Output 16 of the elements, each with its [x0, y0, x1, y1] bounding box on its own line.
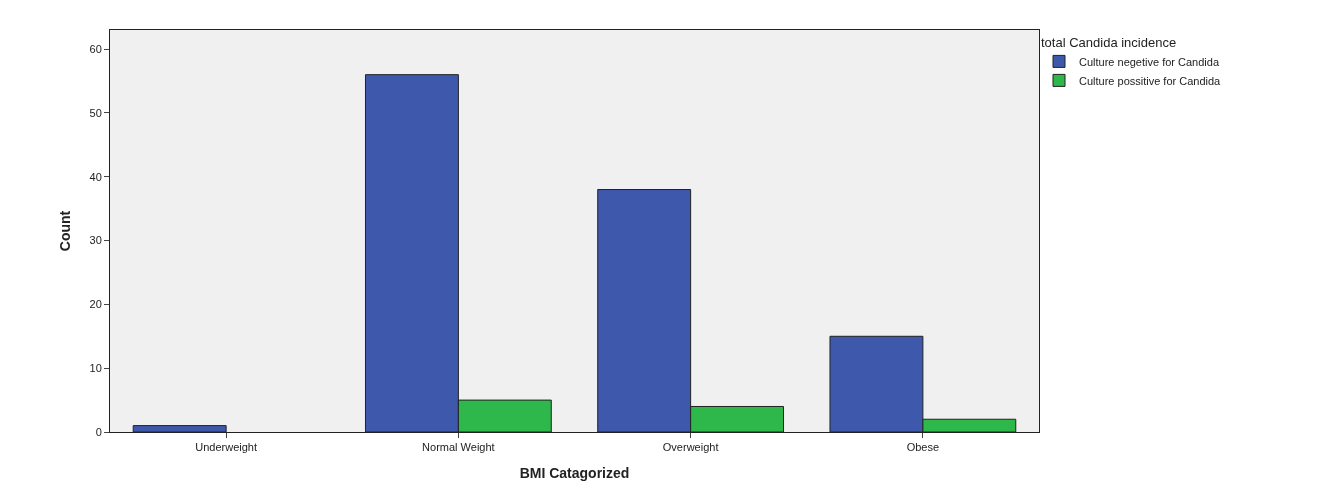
legend-title: total Candida incidence	[1041, 34, 1177, 50]
y-axis-title: Count	[57, 210, 74, 252]
x-tick-label: Overweight	[662, 441, 719, 454]
x-tick-label: Obese	[906, 441, 940, 454]
legend-label: Culture negetive for Candida	[1079, 55, 1220, 68]
y-tick-label: 10	[89, 362, 102, 375]
y-tick-label: 50	[89, 106, 102, 119]
x-tick-label: Underweight	[195, 441, 258, 454]
x-tick-label: Normal Weight	[422, 441, 495, 454]
y-tick-label: 20	[89, 298, 102, 311]
y-tick-label: 60	[89, 42, 102, 55]
legend-label: Culture possitive for Candida	[1079, 74, 1222, 87]
y-tick-label: 40	[89, 170, 102, 183]
x-axis-title: BMI Catagorized	[519, 464, 630, 481]
y-tick-label: 30	[89, 234, 102, 247]
y-tick-label: 0	[95, 425, 102, 438]
